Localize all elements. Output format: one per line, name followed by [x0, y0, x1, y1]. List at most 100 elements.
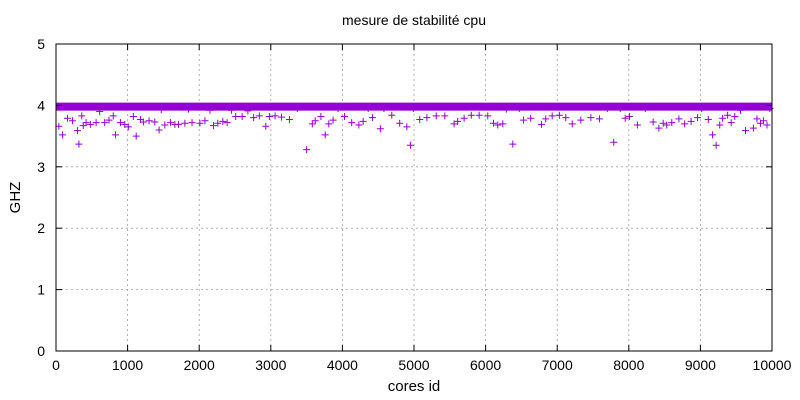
x-tick-label: 0: [52, 357, 60, 373]
x-tick-label: 4000: [327, 357, 358, 373]
data-point: [139, 118, 147, 126]
data-point: [82, 119, 90, 127]
data-point: [250, 114, 258, 122]
data-point: [214, 119, 222, 127]
data-point: [603, 104, 611, 112]
data-point: [616, 104, 624, 112]
data-point: [494, 121, 502, 129]
data-point: [663, 121, 671, 129]
data-point: [467, 111, 475, 119]
data-point: [75, 140, 83, 148]
data-point: [129, 112, 137, 120]
data-point: [621, 114, 629, 122]
axis-ticks: 0 1000 2000 3000 4000 5000 6000 7000 8000 9000 100…: [37, 36, 791, 373]
data-point: [704, 116, 712, 124]
x-tick-label: 3000: [255, 357, 286, 373]
data-point: [308, 120, 316, 128]
data-point: [63, 114, 71, 122]
data-point: [188, 119, 196, 127]
data-point: [79, 122, 87, 130]
data-point: [681, 120, 689, 128]
data-point: [210, 122, 218, 130]
data-point: [157, 106, 165, 114]
data-point: [255, 112, 263, 120]
data-point: [416, 116, 424, 124]
data-point: [184, 105, 192, 113]
data-point: [548, 112, 556, 120]
data-point: [341, 112, 349, 120]
data-point: [727, 119, 735, 127]
data-point: [562, 114, 570, 122]
data-point: [223, 119, 231, 127]
data-point: [709, 131, 717, 139]
data-point: [311, 117, 319, 125]
x-tick-label: 1000: [112, 357, 143, 373]
data-point: [626, 112, 634, 120]
data-point: [359, 117, 367, 125]
data-point: [432, 112, 440, 120]
data-point: [577, 116, 585, 124]
data-point: [716, 121, 724, 129]
data-point: [675, 115, 683, 123]
data-point: [285, 116, 293, 124]
data-point: [515, 104, 523, 112]
data-point: [293, 104, 301, 112]
data-point: [509, 140, 517, 148]
data-point: [489, 119, 497, 127]
data-point: [659, 119, 667, 127]
data-point: [219, 117, 227, 125]
data-point: [555, 111, 563, 119]
data-point: [520, 116, 528, 124]
y-tick-label: 5: [37, 36, 45, 52]
data-point: [736, 106, 744, 114]
data-point: [244, 107, 252, 115]
data-point: [86, 120, 94, 128]
data-point: [329, 116, 337, 124]
data-point: [303, 146, 311, 154]
data-point: [317, 112, 325, 120]
data-point: [753, 115, 761, 123]
data-point: [655, 124, 663, 132]
data-point: [742, 127, 750, 135]
data-point: [763, 121, 771, 129]
data-point: [475, 111, 483, 119]
x-tick-label: 10000: [753, 357, 792, 373]
data-point: [542, 115, 550, 123]
data-point: [698, 104, 706, 112]
data-point: [694, 114, 702, 122]
data-point: [610, 138, 618, 146]
y-tick-label: 1: [37, 282, 45, 298]
y-tick-label: 0: [37, 343, 45, 359]
data-point: [325, 120, 333, 128]
data-points: [55, 104, 774, 154]
data-point: [109, 112, 117, 120]
data-point: [537, 120, 545, 128]
dense-band: [56, 102, 772, 111]
data-point: [724, 111, 732, 119]
data-point: [116, 119, 124, 127]
data-point: [368, 114, 376, 122]
data-point: [121, 120, 129, 128]
data-point: [201, 117, 209, 125]
y-tick-label: 4: [37, 97, 45, 113]
data-point: [206, 106, 214, 114]
data-point: [731, 112, 739, 120]
data-point: [155, 126, 163, 134]
data-point: [406, 141, 414, 149]
data-point: [348, 119, 356, 127]
data-point: [380, 104, 388, 112]
data-point: [181, 119, 189, 127]
data-point: [124, 123, 132, 131]
data-point: [595, 115, 603, 123]
data-point: [423, 114, 431, 122]
data-point: [484, 112, 492, 120]
data-point: [78, 112, 86, 120]
data-point: [460, 114, 468, 122]
x-tick-label: 5000: [398, 357, 429, 373]
data-point: [568, 120, 576, 128]
data-point: [396, 119, 404, 127]
data-point: [687, 117, 695, 125]
data-point: [105, 116, 113, 124]
data-point: [232, 112, 240, 120]
